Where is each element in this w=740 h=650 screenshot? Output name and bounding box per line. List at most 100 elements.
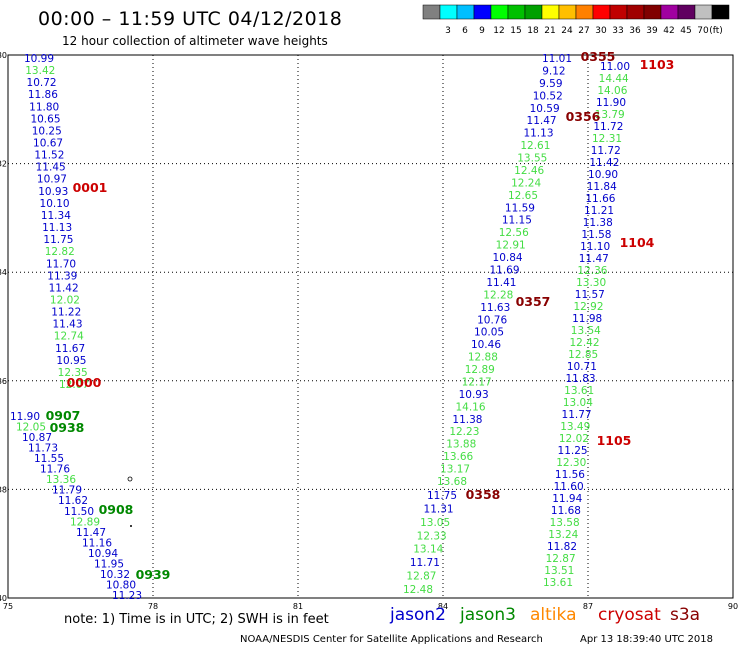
y-tick-label: 34 <box>0 268 7 277</box>
wave-height-value: 10.72 <box>27 77 57 89</box>
pass-time-label: 0908 <box>99 502 134 517</box>
legend-tick-label: 9 <box>479 26 485 36</box>
wave-height-value: 13.30 <box>576 277 606 289</box>
wave-height-value: 11.62 <box>58 495 88 507</box>
wave-height-value: 10.67 <box>33 138 63 150</box>
wave-height-value: 11.16 <box>82 537 112 549</box>
wave-height-value: 12.85 <box>568 349 598 361</box>
wave-height-value: 11.72 <box>593 121 623 133</box>
wave-height-value: 12.92 <box>573 301 603 313</box>
wave-height-value: 10.97 <box>37 174 67 186</box>
wave-height-value: 14.16 <box>455 401 485 413</box>
wave-height-value: 12.17 <box>462 376 492 388</box>
wave-height-value: 11.75 <box>427 490 457 502</box>
legend-swatch <box>711 4 730 20</box>
wave-height-value: 10.87 <box>22 432 52 444</box>
satellite-legend-jason3: jason3 <box>460 605 516 625</box>
wave-height-value: 11.52 <box>34 150 64 162</box>
legend-tick-label: 21 <box>544 26 555 36</box>
wave-height-value: 11.86 <box>28 89 58 101</box>
wave-height-value: 12.07 <box>59 379 89 391</box>
wave-height-value: 14.44 <box>599 73 629 85</box>
wave-height-value: 12.31 <box>592 133 622 145</box>
satellite-legend-cryosat: cryosat <box>598 605 661 625</box>
wave-height-value: 11.25 <box>558 445 588 457</box>
wave-height-value: 12.35 <box>58 367 88 379</box>
pass-time-label: 0355 <box>581 49 616 64</box>
wave-height-value: 11.63 <box>480 302 510 314</box>
wave-height-value: 11.13 <box>523 128 553 140</box>
wave-height-value: 12.89 <box>465 364 495 376</box>
wave-height-value: 10.59 <box>530 103 560 115</box>
wave-height-value: 10.90 <box>588 169 618 181</box>
legend-tick-label: 33 <box>612 26 623 36</box>
wave-height-value: 13.66 <box>443 451 473 463</box>
wave-height-value: 12.82 <box>45 246 75 258</box>
wave-height-value: 9.59 <box>539 78 562 90</box>
wave-height-value: 13.51 <box>544 565 574 577</box>
wave-height-value: 11.41 <box>486 277 516 289</box>
wave-height-value: 10.32 <box>100 569 130 581</box>
wave-height-value: 12.02 <box>50 294 80 306</box>
wave-height-value: 11.80 <box>29 101 59 113</box>
page-subtitle: 12 hour collection of altimeter wave hei… <box>62 34 328 48</box>
map-grid <box>8 55 733 598</box>
wave-height-value: 11.34 <box>41 210 71 222</box>
wave-height-value: 13.17 <box>440 464 470 476</box>
wave-height-value: 12.88 <box>468 352 498 364</box>
wave-height-value: 11.60 <box>554 481 584 493</box>
wave-height-value: 13.58 <box>550 517 580 529</box>
map-border <box>7 54 734 599</box>
wave-height-value: 11.13 <box>42 222 72 234</box>
wave-height-value: 10.99 <box>24 53 54 65</box>
wave-height-value: 12.24 <box>511 177 541 189</box>
wave-height-value: 11.31 <box>424 503 454 515</box>
wave-height-value: 11.79 <box>52 485 82 497</box>
legend-tick-label: 12 <box>493 26 504 36</box>
wave-height-value: 12.89 <box>70 516 100 528</box>
wave-height-value: 13.49 <box>560 421 590 433</box>
wave-height-value: 10.76 <box>477 314 507 326</box>
pass-time-label: 0939 <box>136 567 171 582</box>
wave-height-value: 13.14 <box>413 544 443 556</box>
wave-height-value: 11.76 <box>40 464 70 476</box>
wave-height-value: 12.46 <box>514 165 544 177</box>
wave-height-value: 11.69 <box>489 265 519 277</box>
wave-height-value: 11.94 <box>552 493 582 505</box>
wave-height-value: 10.05 <box>474 327 504 339</box>
wave-height-value: 10.95 <box>56 355 86 367</box>
pass-time-label: 1103 <box>640 57 675 72</box>
wave-height-value: 12.36 <box>577 265 607 277</box>
legend-tick-label: 3 <box>445 26 451 36</box>
legend-tick-label: 18 <box>527 26 539 36</box>
wave-height-value: 10.80 <box>106 579 136 591</box>
wave-height-value: 11.66 <box>585 193 615 205</box>
wave-height-value: 9.12 <box>542 65 565 77</box>
wave-height-value: 13.79 <box>595 109 625 121</box>
wave-height-value: 10.65 <box>30 113 60 125</box>
wave-height-value: 10.52 <box>533 90 563 102</box>
track-e: 11.0014.4414.0611.9013.7911.7212.3111.72… <box>543 61 630 589</box>
legend-unit-label: (ft) <box>709 26 723 36</box>
y-tick-label: 38 <box>0 485 7 494</box>
satellite-legend-altika: altika <box>530 605 577 625</box>
legend-tick-label: 15 <box>510 26 521 36</box>
y-tick-label: 32 <box>0 160 7 169</box>
pass-time-label: 0358 <box>466 487 501 502</box>
x-tick-label: 75 <box>3 602 13 611</box>
pass-time-label: 0907 <box>46 408 81 423</box>
satellite-tracks: 10.9913.4210.7211.8611.8010.6510.2510.67… <box>10 53 630 602</box>
wave-height-value: 13.04 <box>563 397 593 409</box>
wave-height-value: 12.33 <box>417 530 447 542</box>
footer-credit: NOAA/NESDIS Center for Satellite Applica… <box>240 634 543 645</box>
wave-height-value: 11.95 <box>94 558 124 570</box>
wave-height-value: 11.75 <box>43 234 73 246</box>
wave-height-value: 11.70 <box>46 258 76 270</box>
pass-time-label: 0001 <box>73 180 108 195</box>
wave-height-value: 10.94 <box>88 548 118 560</box>
wave-height-value: 12.05 <box>16 422 46 434</box>
wave-height-value: 11.38 <box>452 414 482 426</box>
wave-height-value: 13.68 <box>437 476 467 488</box>
